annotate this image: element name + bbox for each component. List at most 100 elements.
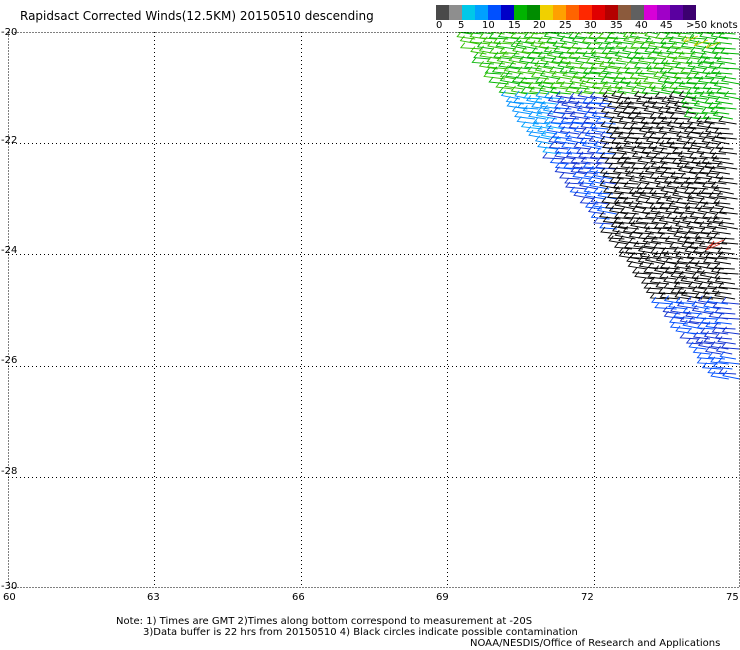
wind-barb [668,82,689,90]
wind-barb [613,105,631,115]
wind-barb [705,130,726,140]
wind-barb [673,246,691,255]
wind-barb [602,142,624,150]
wind-barb [505,96,524,105]
wind-barb [707,237,728,245]
wind-barb [702,291,725,300]
wind-barb [658,105,675,115]
wind-barb [607,232,625,240]
wind-barb [705,41,721,49]
wind-barb [701,362,722,370]
wind-barb [628,200,647,210]
wind-barb [637,155,657,165]
wind-barb [552,40,571,50]
wind-barb [684,236,706,245]
wind-barb [713,212,731,220]
wind-barb [523,92,543,100]
wind-barb [609,132,627,140]
wind-barb [622,196,643,205]
wind-barb [694,291,714,300]
wind-barb [672,189,694,200]
wind-barb [714,275,736,285]
legend-swatch [670,5,683,20]
wind-speed-legend-labels: 0 5 10 15 20 25 30 35 40 45 >50 knots [430,20,740,34]
wind-barb [698,251,717,260]
wind-barb [670,32,692,35]
wind-barb [688,341,707,350]
wind-barb [478,60,498,70]
wind-barb [671,157,690,165]
wind-barb [542,146,562,155]
wind-barb [565,181,588,190]
wind-barb [714,172,734,180]
wind-barb [697,60,718,70]
wind-barb [695,312,718,320]
wind-barb [691,305,714,315]
wind-barb [606,84,627,95]
wind-barb [599,180,621,190]
wind-barb [712,232,735,240]
wind-barb [513,97,535,105]
wind-barb [496,55,516,65]
wind-barb [546,36,568,45]
wind-barb [679,211,698,220]
wind-barb [559,172,580,180]
wind-barb [668,125,690,135]
wind-barb [704,97,722,105]
wind-barb [597,42,615,50]
x-tick-label: 60 [3,592,16,603]
wind-barbs [455,32,740,380]
wind-barb [596,205,617,215]
wind-barb [714,96,733,105]
wind-barb [542,152,565,160]
wind-barb [707,281,728,290]
wind-barb [709,165,730,175]
wind-barb [484,67,502,75]
wind-barb [613,182,632,190]
wind-barb [672,147,694,155]
wind-barb [637,256,655,265]
wind-barb [540,130,561,140]
wind-barb [696,115,715,125]
wind-barb [651,190,672,200]
wind-barb [668,36,689,45]
wind-barb [573,190,595,200]
wind-barb [499,75,520,85]
wind-barb [710,341,729,350]
wind-barb [534,135,554,145]
wind-barb [643,282,662,290]
wind-barb [600,226,621,235]
wind-barb [584,201,603,210]
wind-barb [667,95,689,105]
wind-barb [702,112,722,120]
wind-barb [657,227,676,235]
wind-barb [670,270,688,280]
wind-barb [684,161,705,170]
wind-barb [692,246,713,255]
wind-barb [597,70,616,80]
wind-barb [661,96,678,105]
wind-barb [559,157,580,165]
wind-barb [693,275,714,285]
wind-barb [714,272,732,280]
wind-barb [709,205,727,215]
wind-barb [677,286,699,295]
wind-barb [689,241,709,250]
wind-barb [680,181,698,190]
wind-barb [473,32,494,35]
wind-barb [614,199,636,210]
legend-swatch [501,5,514,20]
wind-barb [717,246,735,255]
wind-barb [601,196,621,205]
y-tick-label: -28 [1,466,18,477]
wind-barb [614,212,632,220]
wind-barb [619,207,639,215]
wind-barb [568,51,590,60]
wind-barb [576,147,595,155]
wind-barb [486,61,509,70]
wind-barb [631,212,654,220]
wind-barb [686,251,706,260]
wind-barb [588,175,606,185]
wind-barb [579,62,597,70]
wind-barb [710,370,729,380]
